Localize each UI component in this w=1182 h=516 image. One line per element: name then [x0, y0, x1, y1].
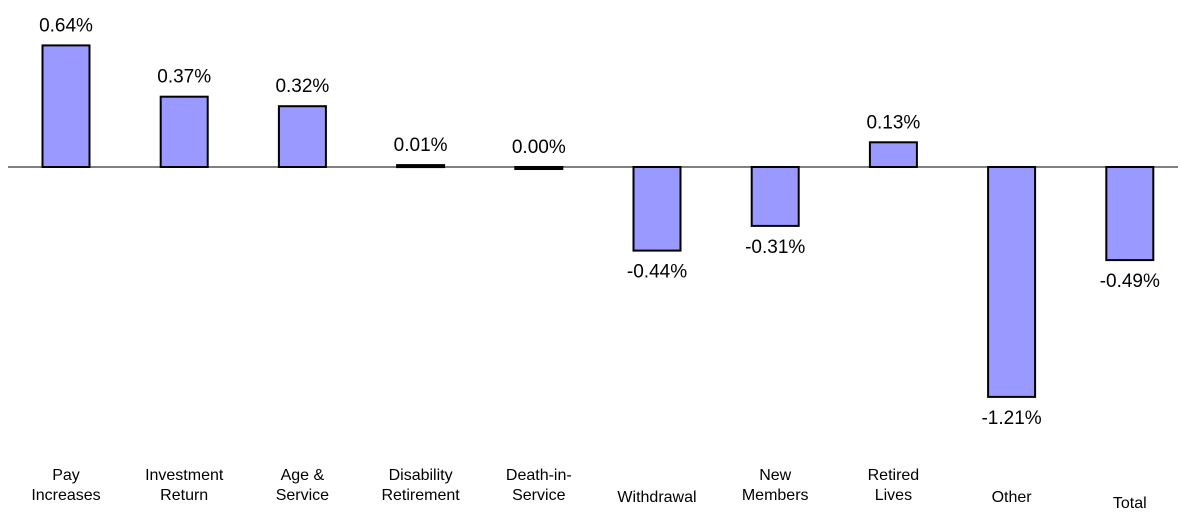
category-label-pay-increases: Pay Increases: [31, 467, 100, 504]
bar-investment-return: [159, 95, 209, 168]
category-labels-group: Pay Increases Investment Return Age & Service…: [31, 467, 1146, 512]
category-label-withdrawal: Withdrawal: [617, 489, 696, 506]
bar-new-members: [750, 166, 800, 227]
category-label-death-in-service: Death-in-Service: [506, 467, 572, 504]
category-label-disability-retirement: Disability Retirement: [381, 467, 460, 504]
data-label-total: -0.49%: [1100, 271, 1160, 292]
bar-age-service: [277, 105, 327, 168]
bar-pay-increases: [41, 44, 91, 168]
bar-total: [1105, 166, 1155, 262]
data-label-new-members: -0.31%: [745, 237, 805, 258]
bar-retired-lives: [868, 141, 918, 169]
data-label-death-in-service: 0.00%: [512, 137, 566, 158]
data-label-disability-retirement: 0.01%: [394, 135, 448, 156]
data-label-pay-increases: 0.64%: [39, 15, 93, 36]
bar-withdrawal: [632, 166, 682, 252]
data-label-other: -1.21%: [981, 408, 1041, 429]
data-label-investment-return: 0.37%: [157, 67, 211, 88]
data-label-age-service: 0.32%: [275, 76, 329, 97]
data-label-withdrawal: -0.44%: [627, 262, 687, 283]
bars-group: [41, 44, 1155, 398]
category-label-age-service: Age & Service: [276, 467, 329, 504]
category-label-investment-return: Investment Return: [145, 467, 224, 504]
value-labels-group: 0.64% 0.37% 0.32% 0.01% 0.00% -0.44% -0.31% 0.1…: [39, 15, 1160, 429]
category-label-total: Total: [1113, 495, 1147, 512]
data-label-retired-lives: 0.13%: [866, 112, 920, 133]
bar-other: [987, 166, 1037, 398]
category-label-new-members: New Members: [742, 467, 809, 504]
category-label-retired-lives: Retired Lives: [868, 467, 920, 504]
category-label-other: Other: [992, 489, 1033, 506]
